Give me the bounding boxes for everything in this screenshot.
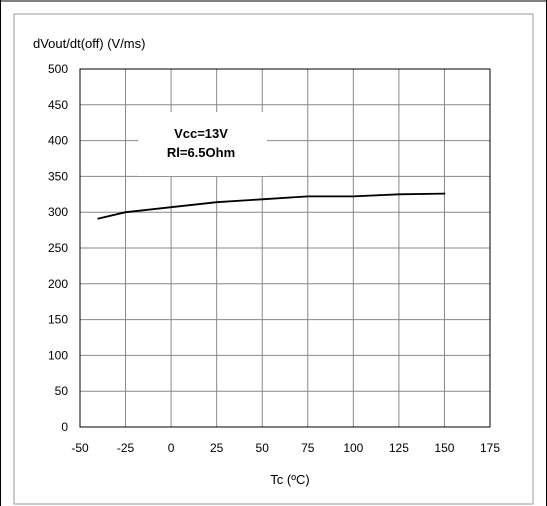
annotation-line-1: Vcc=13V bbox=[174, 126, 228, 141]
y-tick-labels: 0 50 100 150 200 250 300 350 400 450 500 bbox=[48, 62, 68, 434]
y-tick-label: 200 bbox=[48, 277, 68, 291]
chart-card bbox=[13, 13, 534, 505]
x-tick-label: 0 bbox=[168, 441, 175, 455]
data-point bbox=[215, 201, 218, 204]
annotation-box bbox=[138, 112, 267, 176]
y-tick-label: 150 bbox=[48, 313, 68, 327]
x-tick-label: 100 bbox=[343, 441, 363, 455]
data-point bbox=[306, 195, 309, 198]
y-tick-label: 450 bbox=[48, 98, 68, 112]
x-tick-label: 175 bbox=[480, 441, 500, 455]
x-axis-label: Tc (ºC) bbox=[270, 472, 309, 487]
x-tick-label: 75 bbox=[301, 441, 315, 455]
data-point bbox=[261, 198, 264, 201]
data-point bbox=[352, 195, 355, 198]
data-point bbox=[443, 192, 446, 195]
y-tick-label: 50 bbox=[55, 384, 69, 398]
x-tick-label: 150 bbox=[434, 441, 454, 455]
y-tick-label: 400 bbox=[48, 134, 68, 148]
y-tick-label: 350 bbox=[48, 169, 68, 183]
x-tick-label: 50 bbox=[256, 441, 270, 455]
y-tick-label: 0 bbox=[61, 420, 68, 434]
x-tick-label: -50 bbox=[71, 441, 89, 455]
y-tick-label: 100 bbox=[48, 348, 68, 362]
y-axis-label: dVout/dt(off) (V/ms) bbox=[33, 36, 145, 51]
series-group bbox=[97, 192, 446, 220]
y-tick-label: 300 bbox=[48, 205, 68, 219]
x-tick-labels: -50 -25 0 25 50 75 100 125 150 175 bbox=[71, 441, 500, 455]
x-tick-label: 125 bbox=[389, 441, 409, 455]
annotation-line-2: Rl=6.5Ohm bbox=[167, 145, 235, 160]
data-point bbox=[397, 193, 400, 196]
data-point bbox=[170, 206, 173, 209]
x-tick-label: -25 bbox=[117, 441, 135, 455]
data-point bbox=[124, 211, 127, 214]
y-tick-label: 500 bbox=[48, 62, 68, 76]
x-tick-label: 25 bbox=[210, 441, 224, 455]
plot-area-border bbox=[79, 68, 491, 428]
data-point bbox=[97, 217, 100, 220]
y-tick-label: 250 bbox=[48, 241, 68, 255]
